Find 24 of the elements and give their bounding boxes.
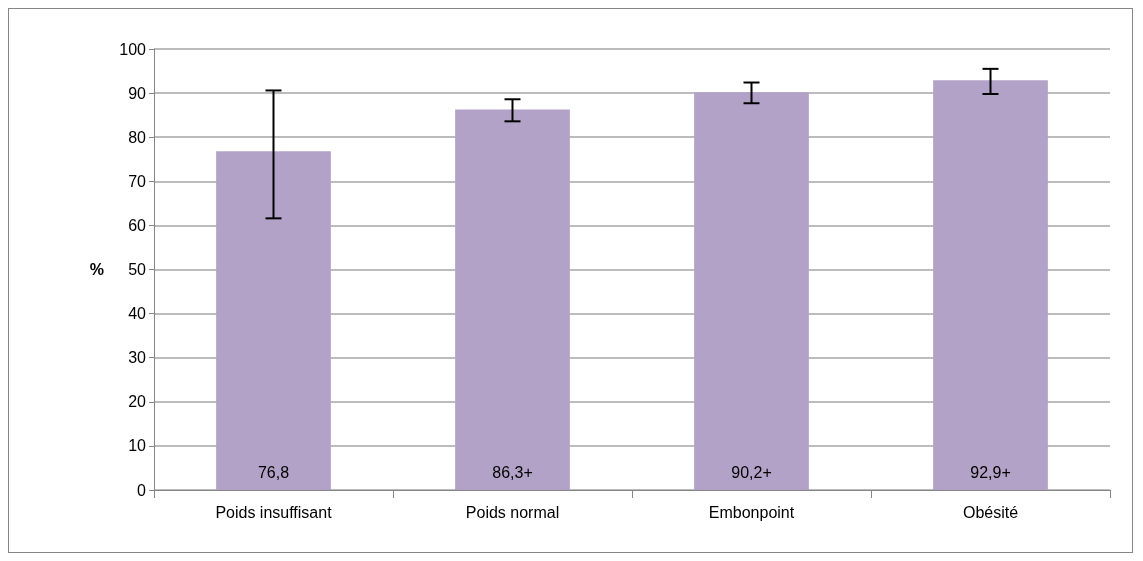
y-tick-label: 0 xyxy=(137,481,147,499)
y-tick-label: 70 xyxy=(128,172,147,190)
y-tick-label: 10 xyxy=(128,437,147,455)
x-tick-label: Poids normal xyxy=(465,503,560,521)
bar xyxy=(694,92,809,490)
y-axis-title: % xyxy=(89,261,104,278)
y-tick-label: 100 xyxy=(119,40,147,58)
bar xyxy=(933,80,1048,490)
data-label: 92,9+ xyxy=(970,463,1011,481)
x-tick-label: Embonpoint xyxy=(708,503,795,521)
y-tick-label: 30 xyxy=(128,349,147,367)
y-tick-label: 80 xyxy=(128,128,147,146)
data-label: 90,2+ xyxy=(731,463,772,481)
bar xyxy=(216,151,331,490)
data-label: 86,3+ xyxy=(492,463,533,481)
data-label: 76,8 xyxy=(257,463,290,481)
x-tick-label: Poids insuffisant xyxy=(215,503,333,521)
y-tick-label: 40 xyxy=(128,305,147,323)
bar xyxy=(455,109,570,490)
y-tick-label: 90 xyxy=(128,84,147,102)
y-tick-label: 20 xyxy=(128,393,147,411)
y-tick-label: 50 xyxy=(128,261,147,278)
x-tick-label: Obésité xyxy=(962,503,1019,521)
y-tick-label: 60 xyxy=(128,216,147,234)
